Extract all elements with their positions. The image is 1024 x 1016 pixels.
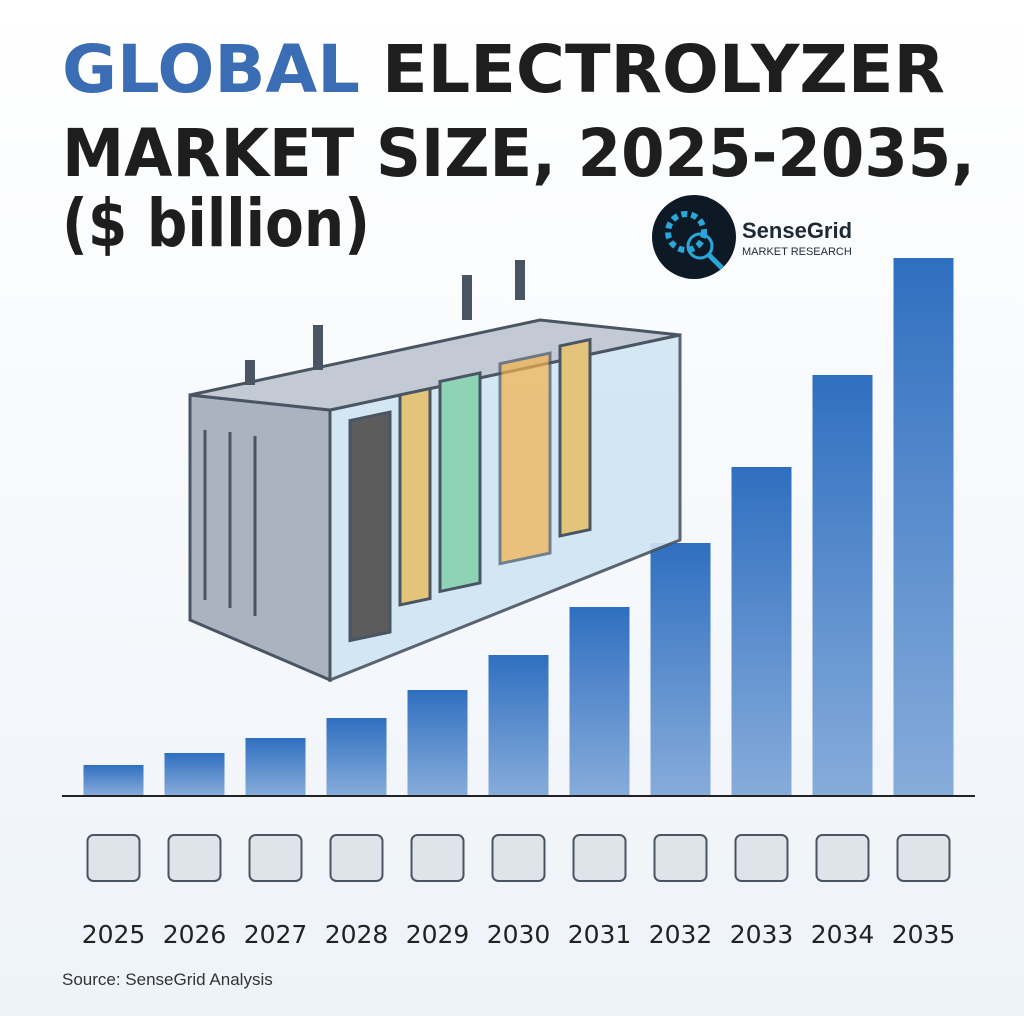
icon	[329, 834, 384, 882]
x-tick-label: 2030	[487, 920, 551, 949]
icon	[167, 834, 222, 882]
bar	[407, 690, 468, 795]
bar	[812, 375, 873, 795]
x-tick-label: 2026	[163, 920, 227, 949]
title: ($ billion)	[62, 185, 370, 262]
icon	[815, 834, 870, 882]
logo-name: SenseGrid	[742, 218, 852, 243]
bar	[650, 543, 711, 795]
icon	[491, 834, 546, 882]
source: Source: SenseGrid Analysis	[62, 970, 273, 989]
icon	[572, 834, 627, 882]
x-tick-label: 2034	[811, 920, 875, 949]
bar	[164, 753, 225, 795]
x-tick-label: 2025	[82, 920, 146, 949]
icon	[86, 834, 141, 882]
x-tick-label: 2029	[406, 920, 470, 949]
icon	[734, 834, 789, 882]
bar	[245, 738, 306, 795]
logo: SenseGrid MARKET RESEARCH	[652, 195, 852, 279]
x-tick-label: 2027	[244, 920, 308, 949]
icon	[896, 834, 951, 882]
bar	[893, 258, 954, 795]
bar	[569, 607, 630, 795]
icon	[410, 834, 465, 882]
icons	[86, 834, 951, 882]
title: MARKET SIZE, 2025-2035,	[62, 115, 975, 192]
x-tick-label: 2032	[649, 920, 713, 949]
icon	[653, 834, 708, 882]
logo-tagline: MARKET RESEARCH	[742, 246, 852, 258]
icon	[248, 834, 303, 882]
title-highlight: GLOBAL	[62, 31, 360, 108]
illustration	[188, 260, 682, 683]
x-tick-label: 2033	[730, 920, 794, 949]
x-tick-label: 2031	[568, 920, 632, 949]
bar	[488, 655, 549, 795]
bar	[731, 467, 792, 795]
bar	[83, 765, 144, 795]
bar	[326, 718, 387, 795]
x-tick-label: 2035	[892, 920, 956, 949]
x-tick-label: 2028	[325, 920, 389, 949]
title: ELECTROLYZER	[382, 31, 945, 108]
